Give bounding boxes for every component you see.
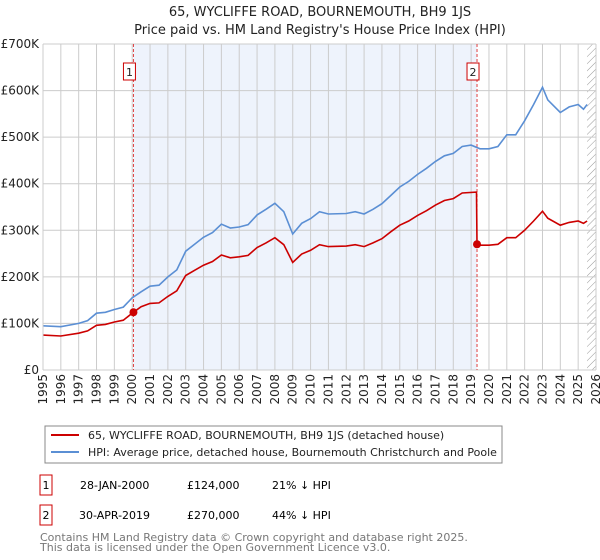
sale-marker-label: 2 <box>470 66 477 79</box>
sale-num: 2 <box>43 509 50 522</box>
x-tick-label: 2004 <box>197 374 211 405</box>
sale-point <box>129 308 138 317</box>
x-tick-label: 1998 <box>90 374 104 405</box>
sale-row: 1 28-JAN-2000 £124,000 21% ↓ HPI <box>39 474 331 496</box>
x-tick-label: 2010 <box>304 374 318 405</box>
x-tick-label: 2015 <box>393 374 407 405</box>
x-tick-label: 2023 <box>535 374 549 405</box>
x-tick-label: 2001 <box>143 374 157 405</box>
x-tick-label: 2018 <box>446 374 460 405</box>
x-tick-label: 2011 <box>321 374 335 405</box>
sale-num: 1 <box>43 479 50 492</box>
legend-box <box>44 425 503 464</box>
x-tick-label: 2002 <box>161 374 175 405</box>
hpi-line <box>42 85 588 328</box>
x-tick-label: 2008 <box>268 374 282 405</box>
x-tick-label: 1997 <box>72 374 86 405</box>
x-tick-label: 2009 <box>286 374 300 405</box>
x-tick-label: 2003 <box>179 374 193 405</box>
y-tick-label: £700K <box>1 37 41 51</box>
forecast-hatch <box>587 44 596 370</box>
price-paid-line <box>42 191 588 337</box>
x-tick-label: 2025 <box>571 374 585 405</box>
sale-point <box>473 240 482 249</box>
x-tick-label: 2014 <box>375 374 389 405</box>
y-tick-label: £400K <box>1 177 41 191</box>
legend-label-hpi: HPI: Average price, detached house, Bour… <box>88 446 497 459</box>
x-tick-label: 2005 <box>214 374 228 405</box>
purchase-period-shade <box>133 44 478 370</box>
sale-marker-label: 1 <box>126 66 133 79</box>
x-tick-label: 2017 <box>428 374 442 405</box>
sale-marker-box <box>466 62 480 81</box>
x-tick-label: 2026 <box>589 374 600 405</box>
sale-row: 2 30-APR-2019 £270,000 44% ↓ HPI <box>39 504 331 526</box>
footer-line-1: Contains HM Land Registry data © Crown c… <box>40 531 468 544</box>
sale-price: £124,000 <box>187 479 240 492</box>
y-tick-label: £100K <box>1 316 41 330</box>
x-tick-label: 2022 <box>518 374 532 405</box>
y-tick-label: £200K <box>1 270 41 284</box>
x-tick-label: 2006 <box>232 374 246 405</box>
x-tick-label: 2020 <box>482 374 496 405</box>
x-tick-label: 2024 <box>553 374 567 405</box>
x-tick-label: 2007 <box>250 374 264 405</box>
sale-diff: 21% ↓ HPI <box>272 479 331 492</box>
sale-price: £270,000 <box>187 509 240 522</box>
y-tick-label: £500K <box>1 130 41 144</box>
x-tick-label: 1999 <box>107 374 121 405</box>
chart-title: 65, WYCLIFFE ROAD, BOURNEMOUTH, BH9 1JS <box>169 5 471 20</box>
x-tick-label: 2019 <box>464 374 478 405</box>
x-tick-label: 2013 <box>357 374 371 405</box>
sale-marker-box <box>122 62 136 81</box>
legend-label-price: 65, WYCLIFFE ROAD, BOURNEMOUTH, BH9 1JS … <box>88 429 444 442</box>
x-tick-label: 1995 <box>36 374 50 405</box>
footer-line-2: This data is licensed under the Open Gov… <box>39 541 390 554</box>
x-tick-label: 2021 <box>500 374 514 405</box>
sale-diff: 44% ↓ HPI <box>272 509 331 522</box>
y-tick-label: £300K <box>1 223 41 237</box>
x-tick-label: 2016 <box>411 374 425 405</box>
sale-date: 30-APR-2019 <box>79 509 150 522</box>
y-tick-label: £600K <box>1 84 41 98</box>
x-tick-label: 2012 <box>339 374 353 405</box>
chart-subtitle: Price paid vs. HM Land Registry's House … <box>134 23 506 38</box>
sale-date: 28-JAN-2000 <box>80 479 149 492</box>
x-tick-label: 2000 <box>125 374 139 405</box>
y-tick-label: £0 <box>24 363 39 377</box>
x-tick-label: 1996 <box>54 374 68 405</box>
